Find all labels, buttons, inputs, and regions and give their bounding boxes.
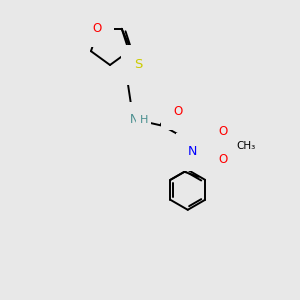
Text: O: O [93, 22, 102, 35]
Text: O: O [173, 105, 182, 118]
Text: S: S [212, 139, 220, 152]
Text: H: H [140, 115, 148, 125]
Text: CH₃: CH₃ [237, 141, 256, 151]
Text: O: O [218, 153, 227, 166]
Text: S: S [135, 58, 143, 71]
Text: O: O [218, 125, 227, 138]
Text: N: N [188, 145, 197, 158]
Text: N: N [129, 113, 138, 126]
